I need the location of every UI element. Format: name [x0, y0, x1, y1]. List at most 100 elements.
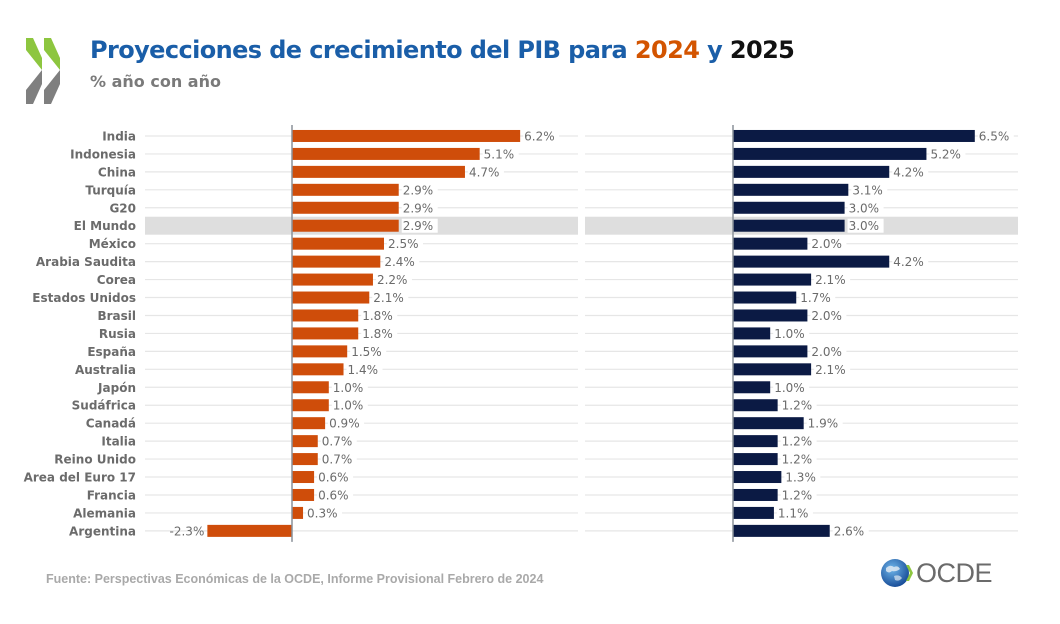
category-label: Indonesia — [70, 147, 136, 161]
value-label-bg — [776, 505, 813, 520]
value-label-bg — [780, 398, 817, 413]
category-label: Area del Euro 17 — [24, 471, 136, 485]
value-label: 2.1% — [373, 291, 404, 305]
value-label-bg — [832, 523, 869, 538]
bar-2024 — [292, 183, 399, 196]
value-label-bg — [375, 272, 412, 287]
chart-title: Proyecciones de crecimiento del PIB para… — [90, 36, 795, 64]
bar-2024 — [292, 147, 480, 160]
value-label: 3.1% — [852, 183, 883, 197]
bar-2025 — [733, 201, 845, 214]
value-label-bg — [810, 236, 847, 251]
value-label: 3.0% — [849, 219, 880, 233]
bar-2025 — [733, 345, 808, 358]
value-label-bg — [350, 344, 387, 359]
bar-2025 — [733, 309, 808, 322]
value-label: 0.9% — [329, 417, 360, 431]
value-label: 1.2% — [782, 453, 813, 467]
category-label: Canadá — [86, 417, 136, 431]
value-label: 2.4% — [384, 255, 415, 269]
bar-2025 — [733, 129, 975, 142]
bar-2025 — [733, 363, 812, 376]
bar-2024 — [292, 255, 381, 268]
value-label-bg — [317, 487, 354, 502]
value-label: 2.2% — [377, 273, 408, 287]
value-label: 1.1% — [778, 506, 809, 520]
value-label: 1.2% — [782, 488, 813, 502]
bar-2025 — [733, 327, 771, 340]
bar-2025 — [733, 237, 808, 250]
title-text: Proyecciones de crecimiento del PIB para — [90, 36, 635, 64]
category-label: Brasil — [97, 309, 136, 323]
value-label-bg — [361, 326, 398, 341]
value-label: 4.2% — [893, 165, 924, 179]
value-label-bg — [814, 272, 851, 287]
bar-2024 — [292, 381, 329, 394]
category-label: Alemania — [73, 506, 136, 520]
value-label: 0.3% — [307, 506, 338, 520]
value-label-bg — [317, 470, 354, 485]
category-label: China — [98, 165, 136, 179]
value-label: 1.0% — [333, 399, 364, 413]
value-label-bg — [401, 200, 438, 215]
category-label: Japón — [97, 381, 136, 395]
value-label-bg — [320, 452, 357, 467]
value-label-bg — [331, 398, 368, 413]
value-label: 2.1% — [815, 273, 846, 287]
category-label: Argentina — [69, 524, 136, 538]
bar-2024 — [292, 219, 399, 232]
value-label: 2.9% — [403, 183, 434, 197]
bar-2024 — [292, 506, 304, 519]
value-label: 1.7% — [800, 291, 831, 305]
value-label: 5.1% — [484, 147, 515, 161]
oecd-logo-text: OCDE — [916, 557, 993, 588]
bar-2025 — [733, 524, 830, 537]
value-label: 1.0% — [774, 381, 805, 395]
value-label: 1.8% — [362, 309, 393, 323]
value-label: 6.2% — [524, 129, 555, 143]
bar-2024 — [292, 237, 384, 250]
bar-2025 — [733, 165, 890, 178]
bar-2024 — [292, 273, 373, 286]
value-label: 0.7% — [322, 453, 353, 467]
bar-2025 — [733, 399, 778, 412]
value-label-bg — [810, 344, 847, 359]
value-label: 2.6% — [834, 524, 865, 538]
value-label-bg — [401, 218, 438, 233]
value-label: 1.9% — [808, 417, 839, 431]
value-label: 2.9% — [403, 219, 434, 233]
title-join: y — [699, 36, 730, 64]
value-label-bg — [773, 380, 810, 395]
value-label-bg — [401, 182, 438, 197]
value-label: 2.9% — [403, 201, 434, 215]
bar-2024 — [292, 453, 318, 466]
value-label-bg — [851, 182, 888, 197]
value-label: 1.0% — [774, 327, 805, 341]
value-label-bg — [523, 128, 560, 143]
bar-2025 — [733, 506, 774, 519]
bar-2024 — [292, 201, 399, 214]
value-label: 6.5% — [979, 129, 1010, 143]
value-label-bg — [361, 308, 398, 323]
value-label: 2.5% — [388, 237, 419, 251]
bar-2025 — [733, 381, 771, 394]
bar-2024 — [292, 488, 315, 501]
bar-2024 — [292, 129, 521, 142]
category-label: Sudáfrica — [72, 399, 136, 413]
value-label-bg — [810, 308, 847, 323]
bar-2024 — [292, 471, 315, 484]
value-label: 0.7% — [322, 435, 353, 449]
value-label-bg — [383, 254, 420, 269]
bar-2025 — [733, 471, 782, 484]
category-label: Turquía — [85, 183, 136, 197]
bar-2024 — [292, 327, 359, 340]
bar-2024 — [292, 291, 370, 304]
bar-2025 — [733, 435, 778, 448]
bar-2024 — [292, 435, 318, 448]
value-label-bg — [814, 362, 851, 377]
value-label: 1.2% — [782, 435, 813, 449]
bar-2025 — [733, 219, 845, 232]
value-label: 2.1% — [815, 363, 846, 377]
value-label-bg — [799, 290, 836, 305]
